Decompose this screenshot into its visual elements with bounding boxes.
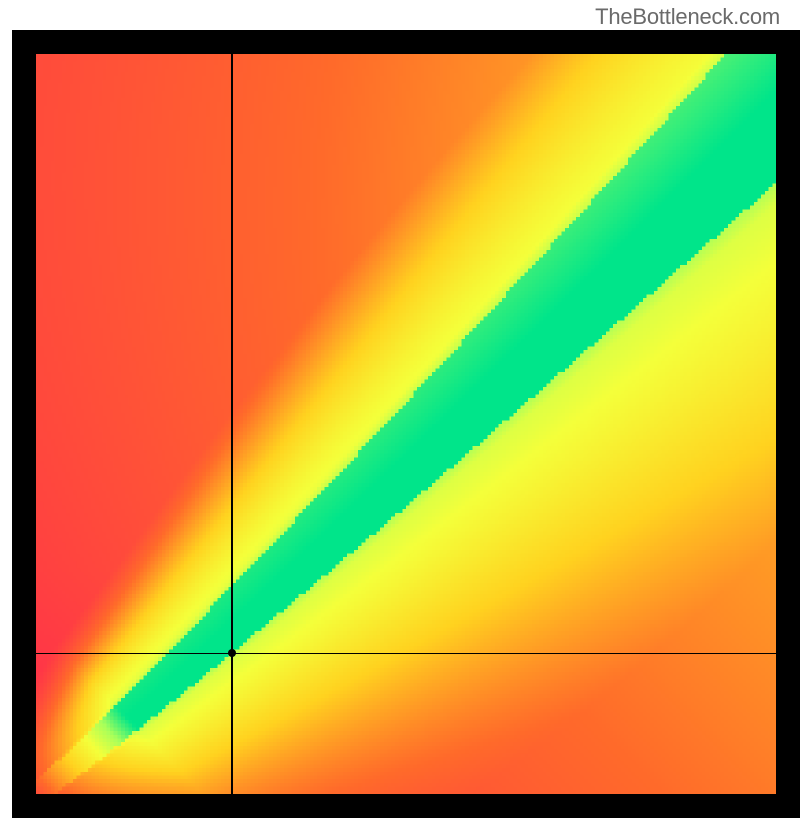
watermark-text: TheBottleneck.com <box>595 4 780 30</box>
heatmap-canvas <box>36 54 776 794</box>
crosshair-horizontal <box>36 653 776 654</box>
chart-container: TheBottleneck.com <box>0 0 800 800</box>
crosshair-vertical <box>231 54 232 794</box>
plot-frame <box>12 30 800 818</box>
crosshair-point <box>228 649 236 657</box>
